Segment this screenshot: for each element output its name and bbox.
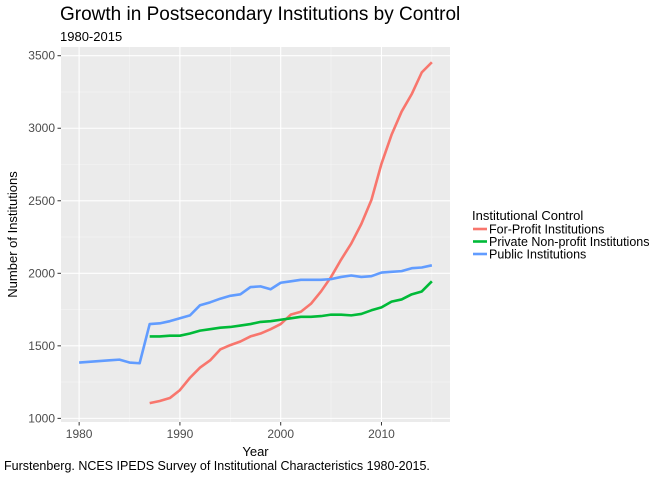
major-gridlines bbox=[61, 47, 450, 422]
y-tick-label: 1000 bbox=[28, 411, 55, 425]
series-line-private-non-profit-institutions bbox=[149, 280, 433, 338]
x-axis-ticks: 1980 1990 2000 2010 bbox=[66, 422, 395, 441]
y-tick-label: 1500 bbox=[28, 339, 55, 353]
chart-title: Growth in Postsecondary Institutions by … bbox=[60, 4, 461, 25]
y-axis-ticks: 1000 1500 2000 2500 3000 3500 bbox=[28, 49, 61, 425]
chart-subtitle: 1980-2015 bbox=[60, 29, 123, 44]
y-tick-label: 2500 bbox=[28, 194, 55, 208]
x-tick-label: 1980 bbox=[66, 427, 93, 441]
minor-gridlines bbox=[61, 47, 450, 422]
chart-caption: Furstenberg. NCES IPEDS Survey of Instit… bbox=[4, 459, 430, 473]
legend-label: For-Profit Institutions bbox=[489, 223, 604, 237]
series-line-public-institutions bbox=[79, 264, 433, 365]
x-tick-label: 1990 bbox=[167, 427, 194, 441]
y-axis-title: Number of Institutions bbox=[5, 171, 20, 298]
y-tick-label: 3000 bbox=[28, 121, 55, 135]
y-tick-label: 2000 bbox=[28, 266, 55, 280]
series-lines bbox=[79, 61, 433, 405]
x-axis-title: Year bbox=[242, 444, 269, 459]
series-line-for-profit-institutions bbox=[149, 61, 433, 405]
x-tick-label: 2010 bbox=[368, 427, 395, 441]
y-tick-label: 3500 bbox=[28, 49, 55, 63]
legend-label: Private Non-profit Institutions bbox=[489, 235, 650, 249]
legend-label: Public Institutions bbox=[489, 248, 586, 262]
plot-panel bbox=[61, 47, 450, 422]
legend-title: Institutional Control bbox=[472, 208, 583, 223]
x-tick-label: 2000 bbox=[267, 427, 294, 441]
